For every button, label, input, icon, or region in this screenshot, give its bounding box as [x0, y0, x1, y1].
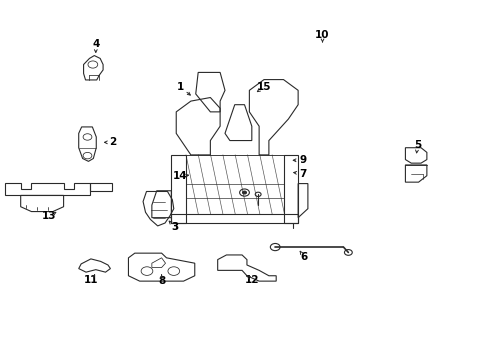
Text: 10: 10	[315, 30, 329, 40]
Text: 8: 8	[158, 276, 165, 286]
Text: 9: 9	[299, 155, 306, 165]
Text: 2: 2	[109, 138, 116, 147]
Text: 3: 3	[171, 222, 179, 232]
Text: 12: 12	[244, 275, 259, 285]
Circle shape	[242, 191, 246, 194]
Text: 5: 5	[413, 140, 420, 150]
Text: 4: 4	[92, 39, 99, 49]
Text: 11: 11	[83, 275, 98, 285]
Text: 1: 1	[176, 82, 183, 92]
Text: 6: 6	[300, 252, 307, 262]
Text: 15: 15	[256, 82, 271, 92]
Text: 13: 13	[42, 211, 57, 221]
Text: 14: 14	[172, 171, 187, 181]
Text: 7: 7	[299, 168, 306, 179]
